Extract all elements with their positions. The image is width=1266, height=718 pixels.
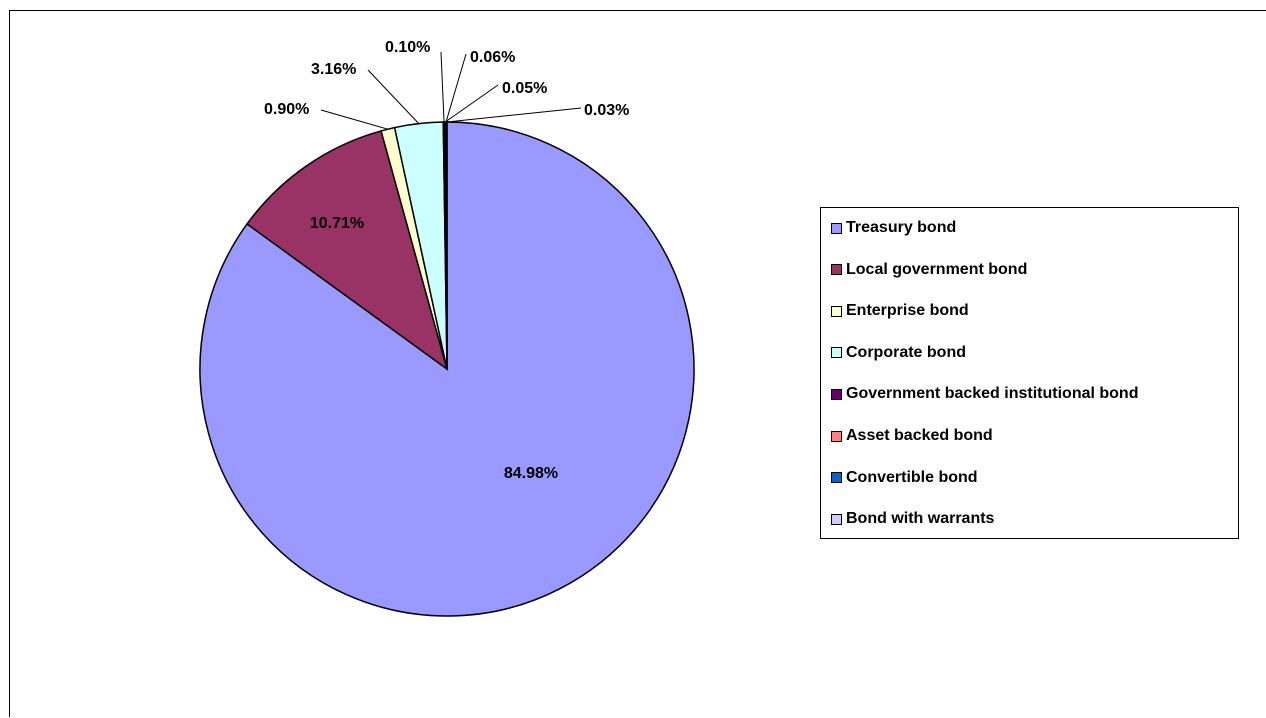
legend-swatch <box>831 264 842 275</box>
legend-swatch <box>831 472 842 483</box>
legend-item: Bond with warrants <box>831 508 994 530</box>
legend-label: Corporate bond <box>846 344 966 362</box>
legend-swatch <box>831 389 842 400</box>
leader-line <box>321 110 388 129</box>
legend-label: Government backed institutional bond <box>846 385 1138 403</box>
legend-item: Enterprise bond <box>831 300 969 322</box>
legend-item: Corporate bond <box>831 342 966 364</box>
leader-line <box>446 54 466 122</box>
leader-line <box>441 52 444 122</box>
leader-line <box>368 70 419 124</box>
data-label: 10.71% <box>310 215 364 232</box>
legend-swatch <box>831 306 842 317</box>
data-label: 0.06% <box>470 49 515 66</box>
legend: Treasury bond Local government bond Enterp… <box>820 207 1239 539</box>
data-label: 0.03% <box>584 102 629 119</box>
legend-item: Local government bond <box>831 259 1027 281</box>
legend-label: Bond with warrants <box>846 510 994 528</box>
data-label: 0.05% <box>502 80 547 97</box>
data-label: 84.98% <box>504 465 558 482</box>
legend-swatch <box>831 347 842 358</box>
legend-label: Convertible bond <box>846 469 978 487</box>
legend-item: Convertible bond <box>831 467 978 489</box>
legend-label: Local government bond <box>846 261 1027 279</box>
legend-item: Asset backed bond <box>831 425 993 447</box>
legend-swatch <box>831 514 842 525</box>
chart-area: 84.98% 10.71% 0.90% 3.16% 0.10% 0.05% 0.06% 0.0… <box>9 10 1266 717</box>
legend-item: Treasury bond <box>831 217 956 239</box>
data-label: 0.90% <box>264 101 309 118</box>
legend-swatch <box>831 223 842 234</box>
data-label: 3.16% <box>311 61 356 78</box>
data-label: 0.10% <box>385 39 430 56</box>
legend-swatch <box>831 431 842 442</box>
legend-label: Asset backed bond <box>846 427 993 445</box>
leader-line <box>447 108 581 122</box>
legend-label: Treasury bond <box>846 219 956 237</box>
leader-line <box>445 85 498 122</box>
legend-item: Government backed institutional bond <box>831 383 1138 405</box>
legend-label: Enterprise bond <box>846 302 969 320</box>
